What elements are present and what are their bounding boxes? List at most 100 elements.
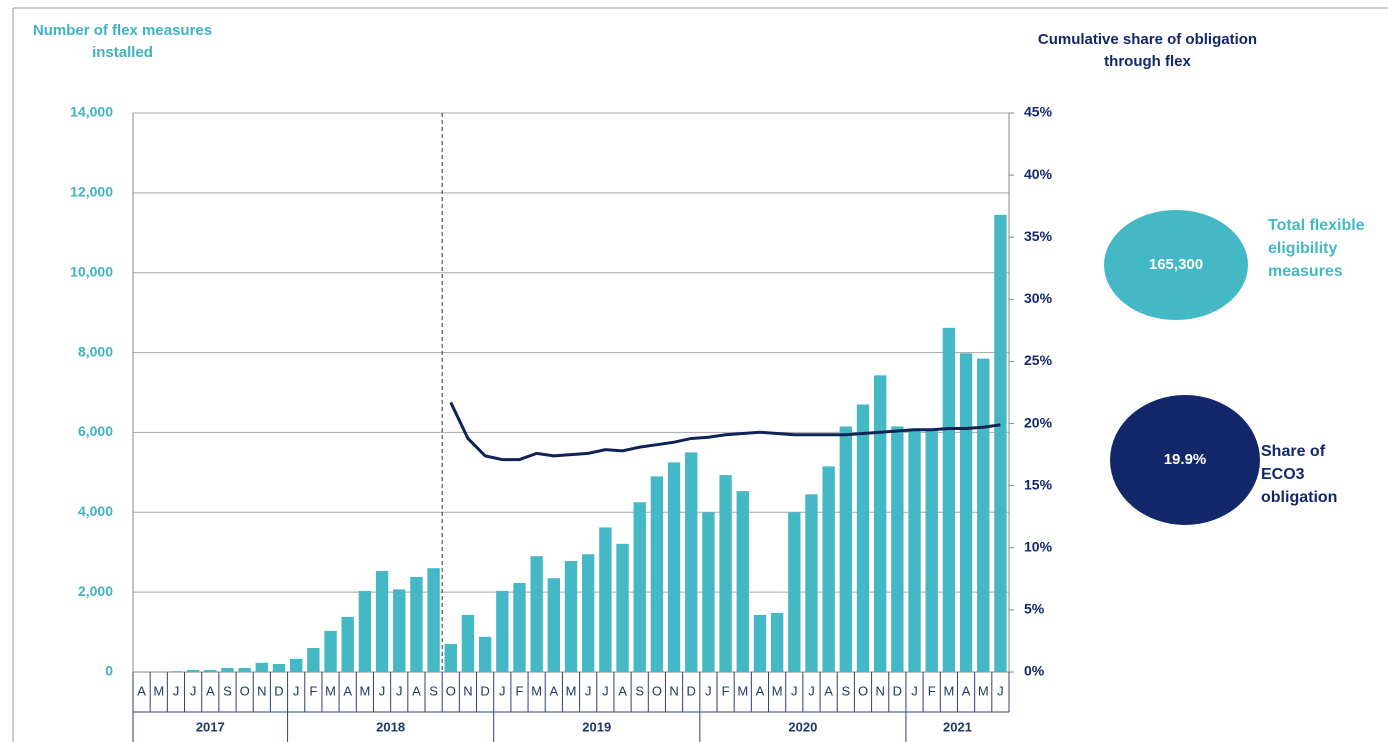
x-tick-label: J [808, 683, 815, 698]
x-tick-label: A [549, 683, 558, 698]
bar [685, 452, 698, 672]
bar [393, 589, 406, 672]
x-tick-label: D [480, 683, 489, 698]
bar [341, 616, 354, 672]
x-tick-label: M [566, 683, 577, 698]
y2-tick-label: 45% [1024, 104, 1053, 120]
x-tick-label: A [962, 683, 971, 698]
x-tick-label: O [240, 683, 250, 698]
x-tick-label: D [893, 683, 902, 698]
x-tick-label: F [515, 683, 523, 698]
annotation-circle [1110, 395, 1260, 525]
x-tick-label: D [687, 683, 696, 698]
y-tick-label: 10,000 [70, 263, 113, 279]
x-tick-label: M [153, 683, 164, 698]
bar [530, 556, 543, 672]
x-tick-label: O [446, 683, 456, 698]
x-tick-label: J [791, 683, 798, 698]
x-tick-label: S [223, 683, 232, 698]
bar [221, 668, 234, 672]
x-tick-label: J [499, 683, 506, 698]
x-tick-label: F [928, 683, 936, 698]
x-tick-label: N [669, 683, 678, 698]
bar [461, 614, 475, 672]
y-tick-label: 0 [105, 663, 113, 679]
x-tick-label: M [325, 683, 336, 698]
annotation-text: Share of ECO3 obligation [1261, 443, 1338, 506]
bar [186, 670, 200, 672]
bar [908, 428, 921, 672]
bar [873, 375, 887, 672]
x-tick-label: O [858, 683, 868, 698]
bar [788, 512, 801, 672]
bar [856, 404, 870, 672]
bar [547, 578, 561, 672]
year-label: 2018 [376, 719, 405, 734]
x-tick-label: J [379, 683, 386, 698]
y2-tick-label: 0% [1024, 663, 1045, 679]
bar [942, 327, 956, 672]
y-tick-label: 14,000 [70, 104, 113, 120]
bar [564, 560, 578, 672]
x-tick-label: A [824, 683, 833, 698]
bar [581, 554, 595, 672]
bar [667, 462, 681, 672]
bar [444, 644, 457, 672]
x-tick-label: O [652, 683, 662, 698]
bar [169, 671, 183, 672]
x-tick-label: J [293, 683, 300, 698]
y2-tick-label: 40% [1024, 166, 1053, 182]
x-tick-label: S [429, 683, 438, 698]
x-tick-label: A [206, 683, 215, 698]
y2-tick-label: 30% [1024, 290, 1053, 306]
x-tick-label: J [911, 683, 918, 698]
y-tick-label: 4,000 [78, 503, 113, 519]
x-tick-label: A [756, 683, 765, 698]
x-tick-label: S [635, 683, 644, 698]
bar [977, 358, 990, 672]
x-tick-label: F [722, 683, 730, 698]
y2-tick-label: 5% [1024, 601, 1045, 617]
bar [994, 214, 1007, 672]
annotation-value: 19.9% [1164, 451, 1207, 468]
x-tick-label: J [705, 683, 712, 698]
x-tick-label: J [190, 683, 197, 698]
x-tick-label: A [343, 683, 352, 698]
x-tick-label: J [602, 683, 609, 698]
y-tick-label: 2,000 [78, 583, 113, 599]
x-tick-label: M [359, 683, 370, 698]
bar [272, 664, 286, 672]
x-tick-label: J [997, 683, 1004, 698]
x-tick-label: A [412, 683, 421, 698]
line [449, 401, 1001, 462]
bar [496, 590, 509, 672]
annotation-value: 165,300 [1149, 256, 1203, 273]
x-tick-label: N [875, 683, 884, 698]
bar [633, 502, 646, 672]
y-tick-label: 8,000 [78, 343, 113, 359]
y2-tick-label: 10% [1024, 538, 1053, 554]
bar [358, 590, 372, 672]
year-label: 2019 [582, 719, 611, 734]
bar [427, 568, 440, 672]
bar [736, 491, 749, 672]
x-tick-label: M [978, 683, 989, 698]
bar [410, 576, 423, 672]
y2-axis-title: Cumulative share of obligation through f… [1037, 31, 1258, 70]
bar [822, 466, 835, 672]
bar [719, 475, 732, 672]
bar [805, 494, 818, 672]
x-tick-label: M [531, 683, 542, 698]
x-tick-label: S [841, 683, 850, 698]
annotation-text: Total flexible eligibility measures [1268, 217, 1365, 280]
bar [599, 527, 612, 672]
bar [307, 648, 320, 672]
y2-tick-label: 15% [1024, 476, 1053, 492]
bar [702, 512, 715, 672]
year-label: 2021 [943, 719, 972, 734]
bar [324, 630, 337, 672]
bar [891, 426, 904, 672]
y-axis-title: Number of flex measures installed [32, 22, 213, 61]
